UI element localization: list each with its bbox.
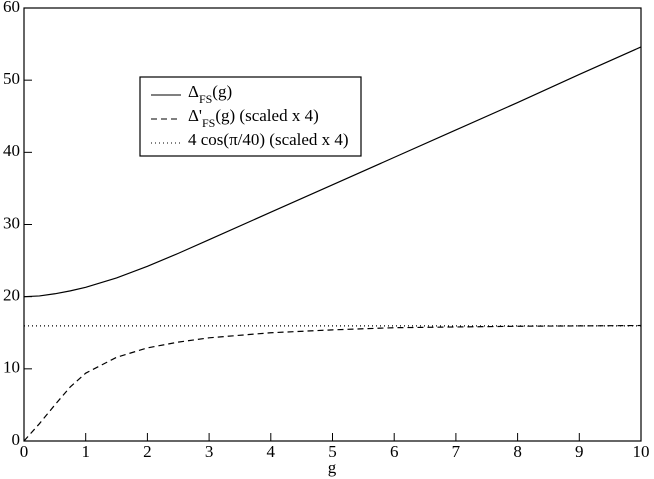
legend-label: ΔFS(g)	[188, 82, 232, 106]
plot-frame	[23, 7, 642, 442]
x-tick-label: 1	[81, 442, 90, 461]
x-tick-label: 7	[452, 442, 461, 461]
x-axis-label: g	[328, 458, 337, 477]
y-tick-label: 10	[3, 358, 20, 377]
y-tick-label: 30	[3, 213, 20, 232]
y-tick-label: 60	[3, 0, 20, 16]
legend-box	[139, 76, 362, 157]
legend-label: Δ'FS(g) (scaled x 4)	[188, 106, 319, 130]
data-line	[23, 46, 642, 298]
y-tick-label: 50	[3, 69, 20, 88]
x-tick-label: 0	[20, 442, 29, 461]
x-tick-label: 9	[575, 442, 584, 461]
y-tick-label: 40	[3, 141, 20, 160]
x-tick-label: 3	[205, 442, 214, 461]
x-tick-label: 6	[390, 442, 399, 461]
x-tick-label: 5	[328, 442, 337, 461]
y-tick-label: 0	[12, 430, 21, 449]
x-tick-label: 10	[633, 442, 650, 461]
x-tick-label: 2	[143, 442, 152, 461]
x-tick-label: 8	[513, 442, 522, 461]
y-tick-label: 20	[3, 286, 20, 305]
data-line	[23, 324, 642, 442]
x-tick-label: 4	[267, 442, 276, 461]
legend-label: 4 cos(π/40) (scaled x 4)	[188, 130, 349, 149]
